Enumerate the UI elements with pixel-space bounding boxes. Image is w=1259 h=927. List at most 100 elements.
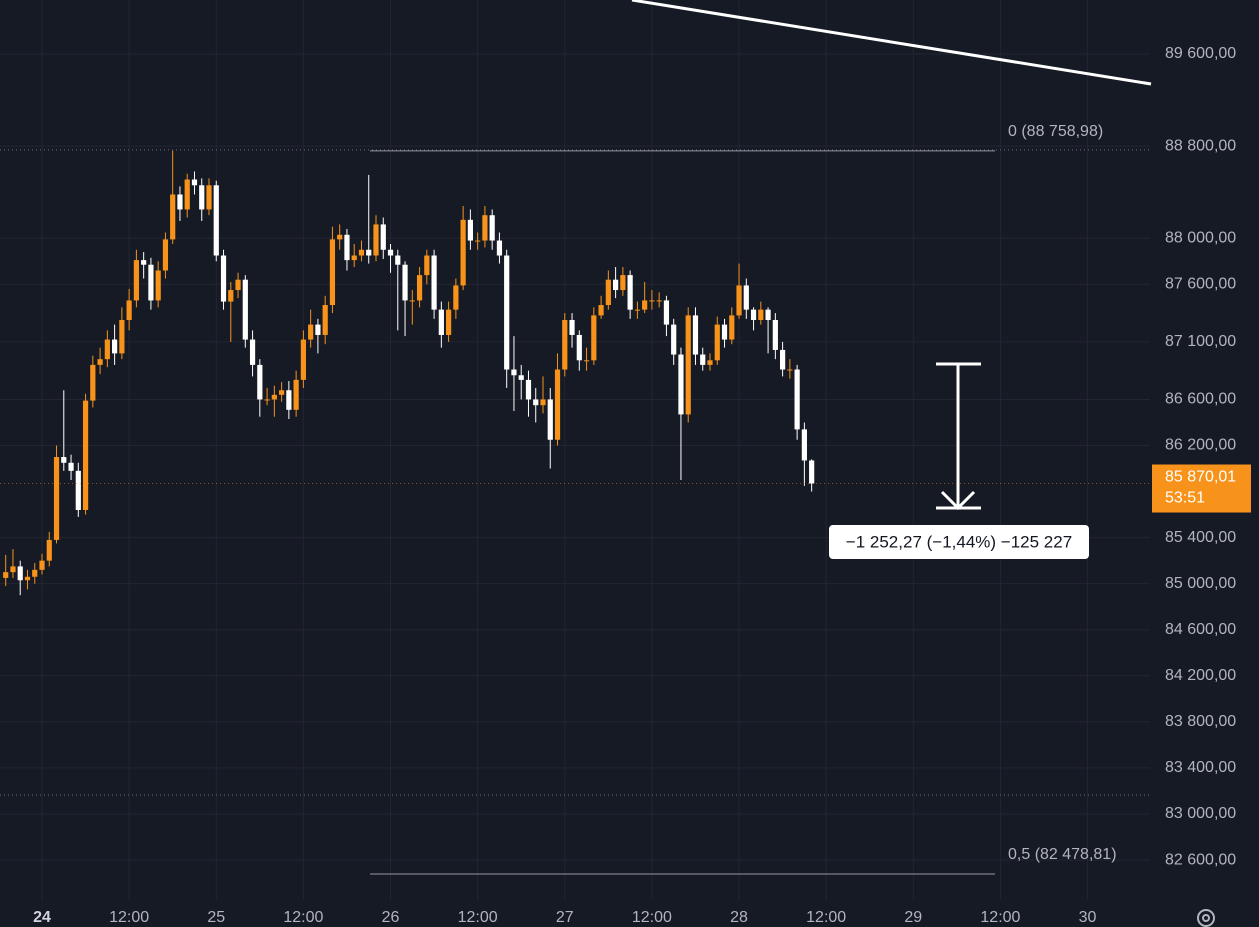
candle-body: [286, 390, 292, 410]
candle-body: [547, 399, 553, 440]
candle-body: [395, 255, 401, 265]
candle-body: [17, 566, 23, 581]
candle-body: [721, 324, 728, 340]
y-tick-label: 85 400,00: [1165, 529, 1236, 546]
candle-body: [801, 429, 807, 461]
candle-body: [525, 379, 532, 400]
candle-body: [729, 315, 735, 340]
candle-body: [533, 399, 539, 406]
x-tick-label: 26: [382, 909, 400, 926]
y-tick-label: 87 600,00: [1165, 276, 1236, 293]
candle-body: [148, 264, 154, 301]
candle-body: [649, 300, 655, 302]
candle-body: [220, 255, 227, 302]
settings-icon[interactable]: [1197, 909, 1215, 927]
candle-body: [337, 234, 343, 240]
trend-line: [631, 0, 1152, 86]
candle-body: [700, 354, 706, 365]
candle-body: [53, 457, 60, 540]
candle-body: [322, 305, 328, 335]
candle-body: [380, 224, 386, 250]
candle-body: [663, 300, 670, 325]
x-tick-label: 27: [556, 909, 574, 926]
candle-body: [780, 349, 786, 370]
candle-body: [242, 279, 248, 340]
candle-body: [155, 270, 161, 301]
candle-body: [475, 240, 481, 242]
candle-body: [90, 364, 96, 401]
candle-body: [3, 572, 9, 578]
last-price-box: [1152, 464, 1251, 513]
candle-body: [656, 300, 662, 302]
candle-body: [671, 324, 677, 355]
candle-body: [562, 319, 568, 370]
candle-body: [249, 339, 256, 365]
candle-body: [714, 324, 720, 361]
measure-label: −1 252,27 (−1,44%) −125 227: [846, 532, 1072, 551]
candle-body: [591, 315, 597, 361]
candle-body: [409, 300, 415, 302]
candle-body: [358, 249, 365, 256]
x-tick-label: 30: [1079, 909, 1097, 926]
candle-body: [809, 460, 815, 484]
candle-body: [191, 179, 198, 186]
candle-body: [315, 324, 321, 335]
candle-body: [620, 275, 626, 291]
candle-body: [489, 215, 495, 241]
candle-body: [482, 215, 488, 241]
y-tick-label: 85 000,00: [1165, 575, 1236, 592]
candle-body: [431, 255, 437, 310]
x-tick-label: 12:00: [632, 909, 672, 926]
candle-body: [605, 279, 611, 306]
candle-body: [453, 285, 459, 310]
y-tick-label: 88 800,00: [1165, 137, 1236, 154]
measure-box: [829, 525, 1089, 559]
candle-body: [460, 219, 466, 286]
candle-body: [707, 360, 713, 365]
candle-body: [257, 364, 263, 400]
gear[interactable]: [1197, 909, 1215, 927]
x-tick-label: 12:00: [283, 909, 323, 926]
y-tick-label: 84 200,00: [1165, 667, 1236, 684]
x-tick-label: 12:00: [458, 909, 498, 926]
candle-body: [424, 255, 430, 276]
candle-body: [293, 379, 299, 410]
candle-body: [104, 339, 110, 360]
x-tick-label: 29: [904, 909, 922, 926]
candle-body: [692, 315, 699, 355]
candle-body: [300, 339, 306, 380]
candle-body: [511, 369, 517, 376]
gear-hub[interactable]: [1202, 914, 1210, 922]
candle-body: [416, 275, 423, 301]
last-price-label: 85 870,01: [1165, 469, 1236, 486]
candle-body: [279, 390, 285, 395]
y-tick-label: 82 600,00: [1165, 851, 1236, 868]
y-tick-label: 83 800,00: [1165, 713, 1236, 730]
y-tick-label: 83 000,00: [1165, 805, 1236, 822]
candle-body: [678, 354, 684, 415]
candle-body: [569, 319, 575, 335]
candle-body: [685, 315, 691, 415]
candle-body: [772, 319, 778, 350]
candle-body: [554, 369, 561, 440]
y-tick-label: 84 600,00: [1165, 621, 1236, 638]
candle-body: [68, 462, 74, 471]
candle-body: [627, 275, 633, 310]
candle-body: [126, 300, 132, 320]
x-tick-label: 24: [33, 909, 51, 926]
candle-body: [82, 400, 89, 510]
candle-body: [642, 300, 648, 310]
candle-body: [235, 279, 241, 291]
candle-body: [46, 539, 52, 561]
candle-body: [366, 249, 372, 256]
candle-body: [141, 260, 147, 265]
candle-body: [329, 239, 336, 306]
fib-label: 0,5 (82 478,81): [1008, 846, 1117, 863]
grid: [0, 0, 1150, 900]
candle-body: [736, 285, 742, 316]
candle-body: [170, 194, 176, 240]
candle-body: [467, 219, 473, 241]
candle-body: [765, 309, 771, 320]
